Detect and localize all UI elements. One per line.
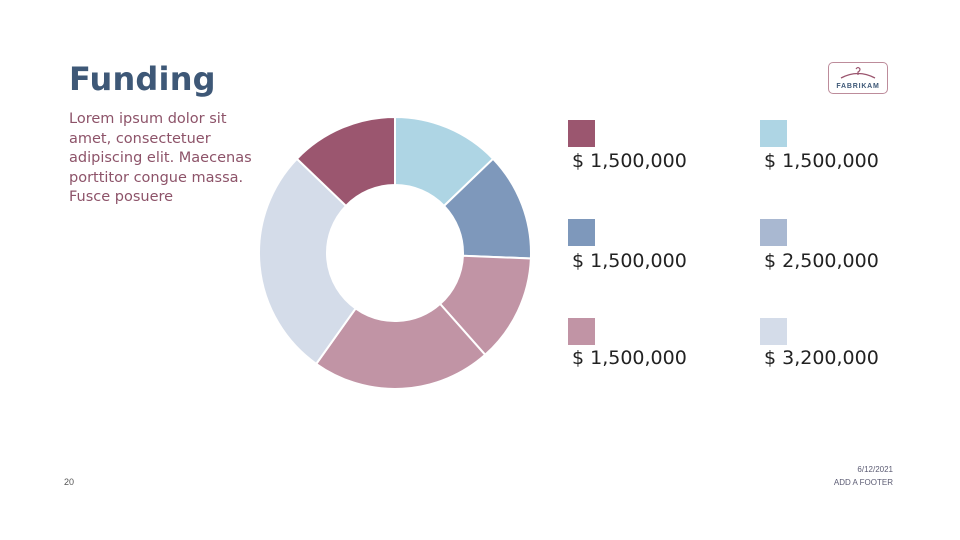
- legend-amount-4: $ 2,500,000: [764, 250, 879, 272]
- legend-amount-3: $ 1,500,000: [572, 250, 687, 272]
- donut-slice-5: [258, 157, 358, 366]
- legend-amount-2: $ 1,500,000: [764, 150, 879, 172]
- logo-emblem-icon: [840, 66, 876, 79]
- legend-amount-6: $ 3,200,000: [764, 347, 879, 369]
- legend-swatch-4: [760, 219, 787, 246]
- legend-swatch-5: [568, 318, 595, 345]
- donut-slice-6: [295, 115, 396, 208]
- legend-swatch-3: [568, 219, 595, 246]
- logo-text: FABRIKAM: [836, 83, 880, 90]
- body-text: Lorem ipsum dolor sit amet, consectetuer…: [69, 111, 252, 206]
- footer-text: ADD A FOOTER: [833, 478, 893, 487]
- donut-chart: [258, 115, 532, 390]
- legend-amount-5: $ 1,500,000: [572, 347, 687, 369]
- footer: 6/12/2021 ADD A FOOTER: [834, 463, 893, 489]
- legend-amount-1: $ 1,500,000: [572, 150, 687, 172]
- legend-swatch-6: [760, 318, 787, 345]
- page-number: 20: [64, 477, 75, 487]
- donut-slice-4: [314, 302, 487, 390]
- legend-swatch-2: [760, 120, 787, 147]
- legend-swatch-1: [568, 120, 595, 147]
- slide-title: Funding: [69, 60, 216, 98]
- footer-date: 6/12/2021: [857, 465, 893, 474]
- fabrikam-logo: FABRIKAM: [828, 62, 888, 94]
